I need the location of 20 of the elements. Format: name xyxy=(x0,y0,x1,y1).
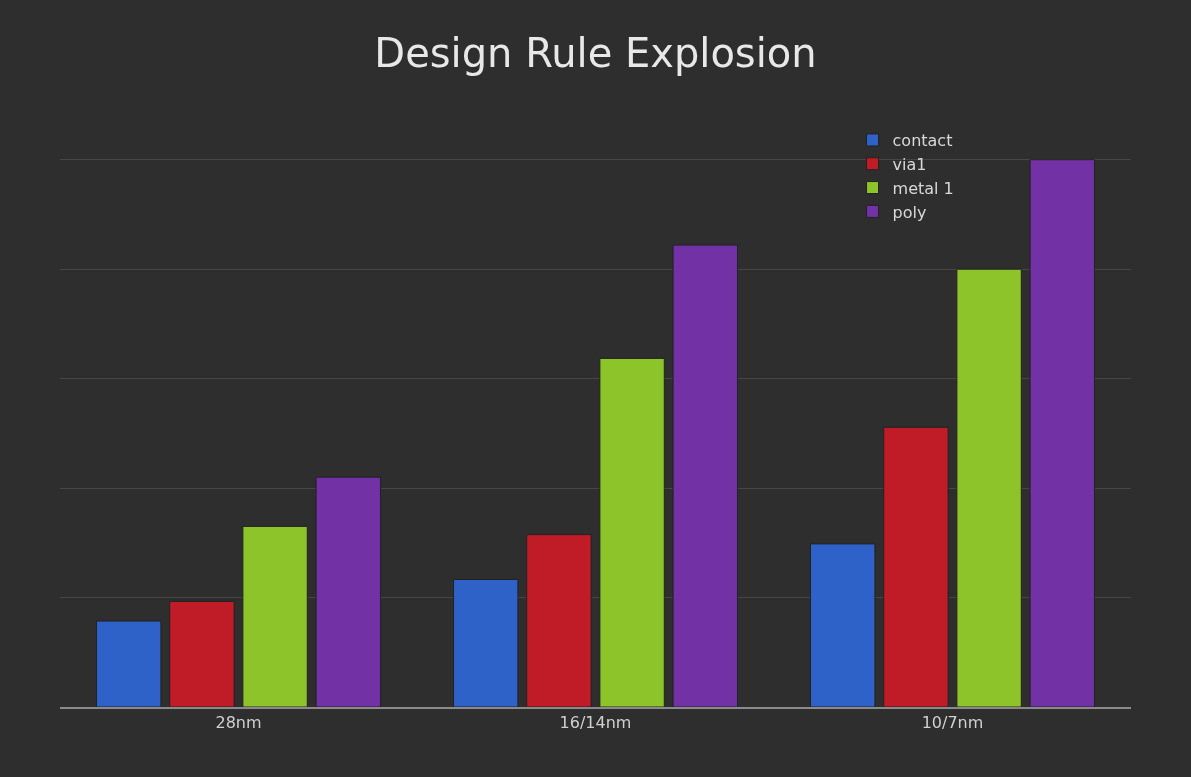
x-tick-label: 10/7nm xyxy=(921,713,984,733)
bar xyxy=(672,244,738,707)
bar xyxy=(1029,159,1095,707)
legend-label: poly xyxy=(892,202,927,222)
x-tick-label: 28nm xyxy=(215,713,262,733)
bar xyxy=(883,426,949,707)
x-tick-label: 16/14nm xyxy=(559,713,632,733)
bar xyxy=(169,600,235,707)
legend-label: via1 xyxy=(892,155,927,174)
bar xyxy=(956,268,1022,707)
legend-label: contact xyxy=(892,131,953,151)
chart-title: Design Rule Explosion xyxy=(374,29,817,76)
bar xyxy=(96,620,162,707)
bar xyxy=(599,357,665,707)
bar xyxy=(810,543,876,707)
bar xyxy=(526,534,592,707)
bar xyxy=(453,578,519,707)
legend-label: metal 1 xyxy=(892,178,954,198)
bar xyxy=(315,476,381,707)
bar xyxy=(242,525,308,707)
